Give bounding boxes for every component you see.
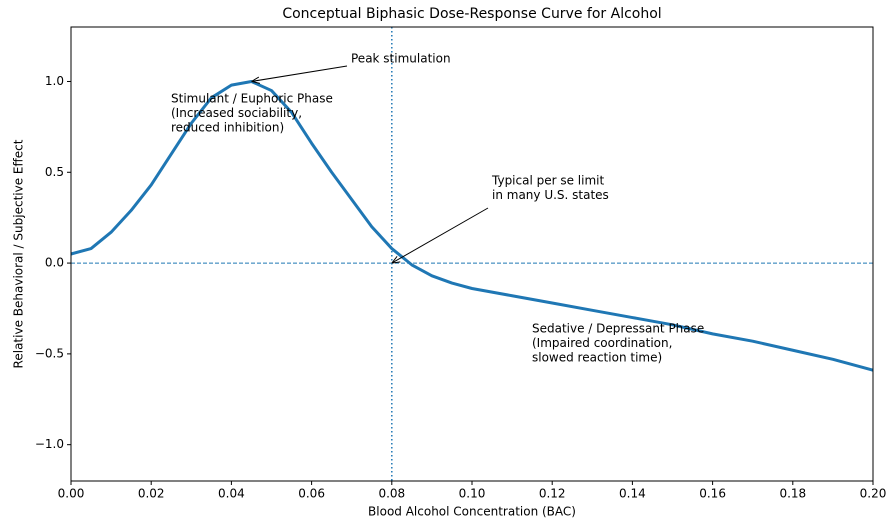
annotation-text: Stimulant / Euphoric Phase (171, 92, 333, 106)
annotation-text: in many U.S. states (492, 188, 609, 202)
x-tick-label: 0.04 (218, 487, 245, 501)
plot-frame (70, 26, 874, 482)
y-tick-label: −0.5 (35, 346, 64, 360)
x-tick-label: 0.12 (539, 487, 566, 501)
chart-title: Conceptual Biphasic Dose-Response Curve … (282, 6, 661, 22)
x-axis-label: Blood Alcohol Concentration (BAC) (368, 505, 576, 519)
x-tick-label: 0.14 (619, 487, 646, 501)
annotation-text: (Impaired coordination, (532, 336, 672, 350)
annotation-arrow (251, 65, 348, 81)
x-tick-label: 0.00 (58, 487, 85, 501)
annotation-arrow (392, 207, 489, 263)
y-tick-label: −1.0 (35, 437, 64, 451)
x-tick-label: 0.20 (860, 487, 887, 501)
y-tick-label: 0.5 (45, 165, 64, 179)
annotation-text: (Increased sociability, (171, 106, 302, 120)
x-tick-label: 0.02 (138, 487, 165, 501)
x-tick-label: 0.18 (779, 487, 806, 501)
x-tick-label: 0.08 (378, 487, 405, 501)
y-axis-label: Relative Behavioral / Subjective Effect (12, 139, 26, 368)
annotation-text: slowed reaction time) (532, 351, 662, 365)
y-tick-label: 0.0 (45, 256, 64, 270)
x-tick-label: 0.10 (459, 487, 486, 501)
x-tick-label: 0.06 (298, 487, 325, 501)
line-series (70, 79, 874, 372)
y-tick-label: 1.0 (45, 74, 64, 88)
x-tick-label: 0.16 (699, 487, 726, 501)
annotation-text: reduced inhibition) (171, 121, 284, 135)
annotation-text: Typical per se limit (491, 174, 605, 188)
annotation-text: Peak stimulation (351, 52, 451, 66)
annotation-text: Sedative / Depressant Phase (532, 322, 704, 336)
